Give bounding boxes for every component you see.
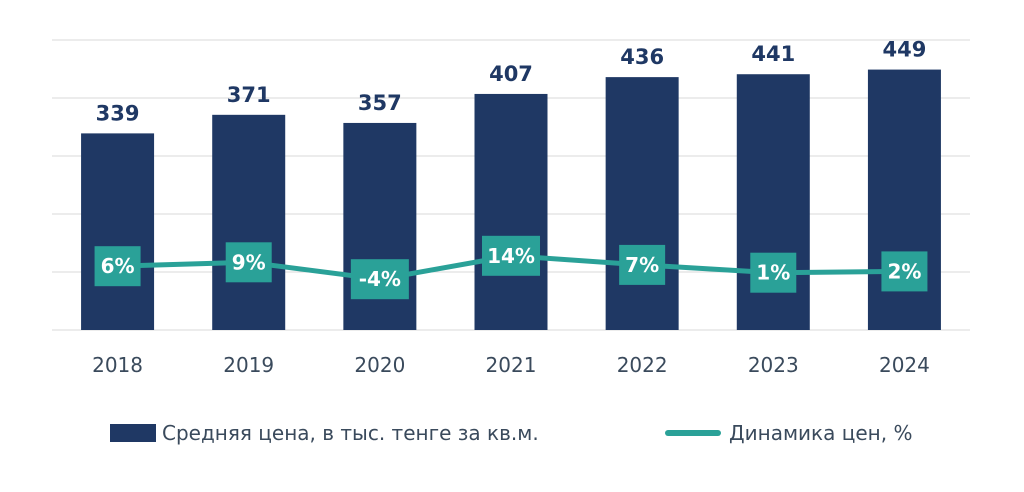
bar-value-label: 371 bbox=[227, 83, 271, 107]
chart: 339 371 357 407 436 441 449 6% 9% -4% 14% 7% 1% 2% 2… bbox=[52, 38, 970, 377]
bar-value-label: 357 bbox=[358, 91, 402, 115]
x-tick-label: 2024 bbox=[879, 353, 930, 377]
bar-value-labels: 339 371 357 407 436 441 449 bbox=[96, 38, 927, 126]
price-change-marker bbox=[225, 242, 272, 283]
price-change-label: 1% bbox=[756, 261, 790, 285]
price-change-label: 14% bbox=[487, 244, 535, 268]
bar-2019 bbox=[212, 114, 286, 330]
legend-item-price: Средняя цена, в тыс. тенге за кв.м. bbox=[110, 418, 539, 448]
bar-value-label: 407 bbox=[489, 62, 533, 86]
legend-swatch-bar bbox=[110, 424, 156, 442]
legend-swatch-line bbox=[665, 430, 721, 436]
x-tick-label: 2021 bbox=[486, 353, 537, 377]
price-change-label: 9% bbox=[232, 250, 266, 274]
bar-value-label: 441 bbox=[751, 42, 795, 66]
bars bbox=[81, 69, 941, 331]
price-change-marker bbox=[881, 251, 928, 292]
price-change-labels: 6% 9% -4% 14% 7% 1% 2% bbox=[94, 235, 928, 300]
x-tick-label: 2019 bbox=[223, 353, 274, 377]
price-change-label: -4% bbox=[359, 267, 401, 291]
legend-label-dynamics: Динамика цен, % bbox=[729, 421, 913, 445]
bar-value-label: 436 bbox=[620, 45, 664, 69]
bar-value-label: 339 bbox=[96, 101, 140, 125]
price-change-label: 2% bbox=[887, 259, 921, 283]
price-change-marker bbox=[482, 235, 540, 276]
legend-label-price: Средняя цена, в тыс. тенге за кв.м. bbox=[162, 421, 539, 445]
price-change-marker bbox=[350, 259, 409, 300]
price-change-marker bbox=[94, 246, 141, 287]
x-tick-label: 2022 bbox=[617, 353, 668, 377]
bar-value-label: 449 bbox=[883, 38, 927, 62]
price-change-label: 7% bbox=[625, 253, 659, 277]
legend: Средняя цена, в тыс. тенге за кв.м. Дина… bbox=[0, 418, 1024, 448]
bar-2022 bbox=[605, 77, 679, 331]
x-tick-label: 2018 bbox=[92, 353, 143, 377]
x-axis-tick-labels: 2018 2019 2020 2021 2022 2023 2024 bbox=[92, 353, 930, 377]
x-tick-label: 2023 bbox=[748, 353, 799, 377]
bar-2021 bbox=[474, 93, 548, 330]
price-change-label: 6% bbox=[101, 254, 135, 278]
price-change-marker bbox=[619, 244, 666, 285]
bar-2018 bbox=[81, 133, 155, 330]
price-change-marker bbox=[750, 252, 797, 293]
legend-item-dynamics: Динамика цен, % bbox=[665, 418, 912, 448]
x-tick-label: 2020 bbox=[354, 353, 405, 377]
